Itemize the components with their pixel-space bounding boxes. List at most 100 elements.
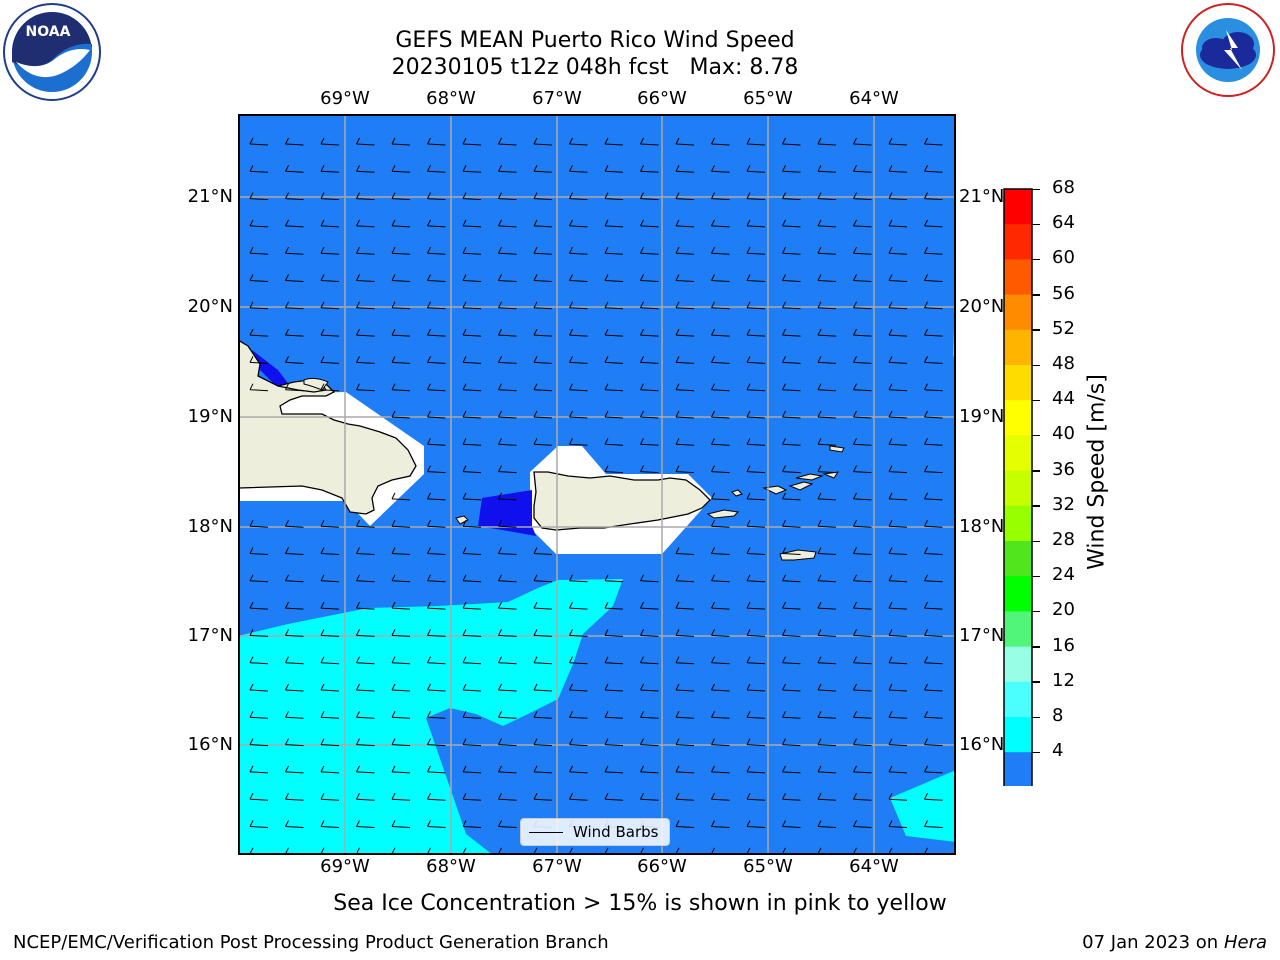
wind-barb	[817, 274, 837, 282]
wind-barb	[888, 356, 908, 364]
wind-barb	[711, 792, 730, 801]
wind-barb	[285, 574, 304, 583]
cyan-region-southeast	[890, 770, 955, 842]
wind-barb	[853, 246, 872, 255]
wind-barb	[640, 711, 659, 719]
colorbar-tick-label: 36	[1052, 458, 1075, 480]
wind-barb	[888, 629, 908, 637]
wind-barb	[888, 165, 908, 173]
wind-barb	[711, 192, 730, 201]
wind-barb	[498, 356, 517, 364]
colorbar-tick-label: 44	[1052, 388, 1075, 410]
colorbar-segment	[1004, 224, 1032, 260]
wind-barb	[675, 383, 695, 392]
wind-barb	[462, 738, 482, 747]
wind-barb	[711, 410, 730, 419]
wind-barb	[356, 274, 375, 282]
wind-barb	[498, 738, 517, 747]
lon-label-bottom: 66°W	[637, 856, 687, 877]
wind-barb	[249, 219, 269, 228]
wind-barb	[782, 656, 801, 665]
wind-barb	[746, 165, 766, 173]
wind-barb	[817, 601, 837, 610]
wind-barb	[711, 656, 730, 665]
colorbar-tick-mark	[1032, 258, 1040, 261]
nws-logo	[1181, 3, 1275, 97]
wind-barb	[675, 192, 695, 201]
wind-barb	[604, 574, 624, 583]
wind-barb	[782, 246, 801, 255]
wind-barb	[462, 438, 482, 446]
colorbar-tick-label: 28	[1052, 529, 1075, 550]
tortola-island	[795, 473, 824, 481]
wind-barb	[746, 492, 766, 501]
wind-barb	[462, 492, 482, 501]
wind-barb	[640, 656, 659, 665]
wind-barb	[391, 246, 411, 255]
wind-barb	[285, 765, 304, 774]
wind-barb	[853, 656, 872, 665]
wind-barb	[320, 137, 340, 146]
wind-barb	[427, 792, 446, 801]
wind-barb	[817, 301, 837, 310]
wind-barb	[888, 547, 908, 555]
wind-barb	[853, 629, 872, 637]
wind-barb	[817, 683, 837, 692]
wind-barb	[782, 383, 801, 392]
lat-label-left: 18°N	[187, 516, 233, 537]
map-frame	[238, 114, 956, 855]
wind-barb	[924, 711, 943, 719]
wind-barb	[356, 547, 375, 555]
colorbar-tick-label: 4	[1052, 740, 1064, 762]
wind-barb	[285, 165, 304, 173]
wind-barb	[498, 383, 517, 392]
colorbar-tick-label: 68	[1052, 177, 1075, 198]
wind-barb	[427, 301, 446, 310]
wind-barb	[533, 246, 553, 255]
cyan-region-south	[239, 579, 623, 854]
wind-barb	[249, 328, 269, 337]
wind-barb	[427, 219, 446, 228]
colorbar-segment	[1004, 329, 1032, 366]
wind-barb	[782, 519, 801, 528]
wind-barb	[853, 738, 872, 747]
wind-barb	[249, 820, 269, 828]
wind-barb	[569, 792, 588, 801]
wind-barb	[427, 246, 446, 255]
wind-barb	[356, 683, 375, 692]
wind-barb	[817, 383, 837, 392]
wind-barb	[853, 410, 872, 419]
wind-barb	[427, 601, 446, 610]
wind-barb	[249, 192, 269, 201]
colorbar-segment	[1004, 611, 1032, 648]
wind-barb	[888, 738, 908, 747]
wind-barb	[285, 356, 304, 364]
wind-barb	[924, 274, 943, 282]
wind-barb	[746, 820, 766, 828]
wind-barb	[675, 574, 695, 583]
wind-barb	[356, 711, 375, 719]
wind-barb	[853, 683, 872, 692]
wind-barb	[533, 574, 553, 583]
wind-barb	[711, 738, 730, 747]
wind-barb	[356, 574, 375, 583]
wind-barb	[391, 165, 411, 173]
wind-barb	[533, 765, 553, 774]
wind-barb	[853, 192, 872, 201]
colorbar-tick-label: 52	[1052, 317, 1075, 339]
wind-barb	[569, 738, 588, 747]
wind-barb	[249, 765, 269, 774]
wind-barb	[924, 492, 943, 501]
lat-label-left: 19°N	[187, 406, 233, 427]
wind-barb	[782, 165, 801, 173]
wind-barb	[746, 738, 766, 747]
wind-barb	[569, 219, 588, 228]
wind-barb	[817, 792, 837, 801]
wind-barb	[462, 219, 482, 228]
wind-barb	[888, 410, 908, 419]
wind-barb	[888, 765, 908, 774]
lat-label-left: 17°N	[187, 625, 233, 646]
wind-barb	[356, 246, 375, 255]
colorbar-tick-mark	[1032, 399, 1040, 402]
wind-barb	[924, 547, 943, 555]
